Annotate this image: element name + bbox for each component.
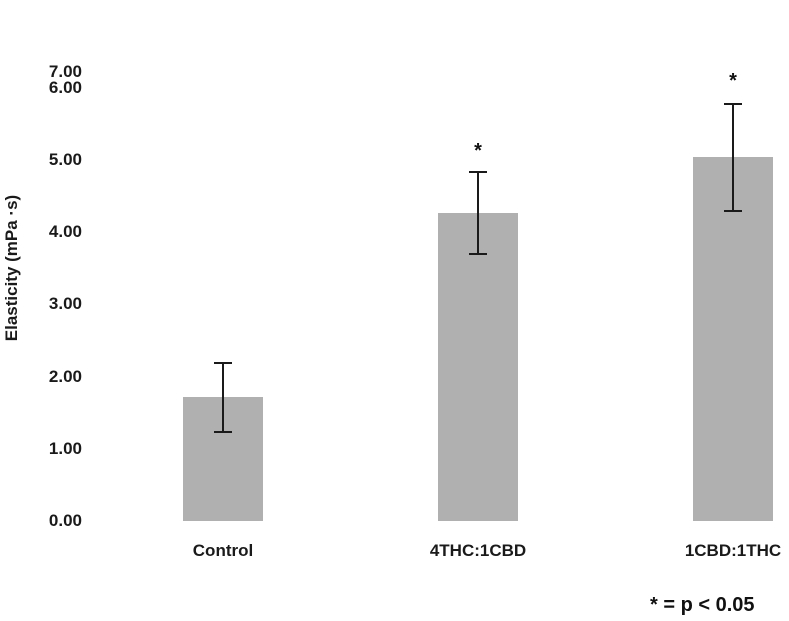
y-tick-3: 3.00	[48, 294, 82, 313]
significance-note: * = p < 0.05	[650, 594, 755, 616]
error-bar-control	[222, 363, 224, 432]
error-bar-4thc-1cbd	[477, 172, 479, 254]
error-cap-top-control	[214, 362, 232, 364]
y-tick-4: 4.00	[48, 222, 82, 241]
y-tick-0: 0.00	[48, 511, 82, 530]
error-cap-bottom-4thc-1cbd	[469, 253, 487, 255]
bar-4thc-1cbd	[438, 213, 518, 521]
error-cap-top-4thc-1cbd	[469, 171, 487, 173]
category-label-1cbd-1thc: 1CBD:1THC	[684, 541, 782, 560]
y-tick-5: 5.00	[48, 150, 82, 169]
y-tick-1: 1.00	[48, 439, 82, 458]
y-tick-2: 2.00	[48, 367, 82, 386]
error-bar-1cbd-1thc	[732, 104, 734, 211]
significance-star-1cbd-1thc: *	[729, 70, 737, 92]
error-cap-bottom-1cbd-1thc	[724, 210, 742, 212]
significance-star-4thc-1cbd: *	[474, 140, 482, 162]
y-axis-label: Elasticity (mPa ·s)	[2, 194, 21, 342]
error-cap-top-1cbd-1thc	[724, 103, 742, 105]
category-label-4thc-1cbd: 4THC:1CBD	[429, 541, 527, 560]
y-tick-6: 6.00	[48, 78, 82, 97]
error-cap-bottom-control	[214, 431, 232, 433]
bar-1cbd-1thc	[693, 157, 773, 521]
category-label-control: Control	[192, 541, 254, 560]
y-tick-7: 7.00	[48, 62, 82, 81]
